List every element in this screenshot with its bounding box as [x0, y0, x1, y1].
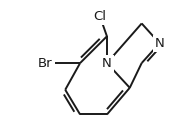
Text: N: N [102, 57, 112, 70]
Text: Cl: Cl [93, 10, 106, 23]
Text: Br: Br [38, 57, 53, 70]
Text: N: N [155, 37, 164, 50]
